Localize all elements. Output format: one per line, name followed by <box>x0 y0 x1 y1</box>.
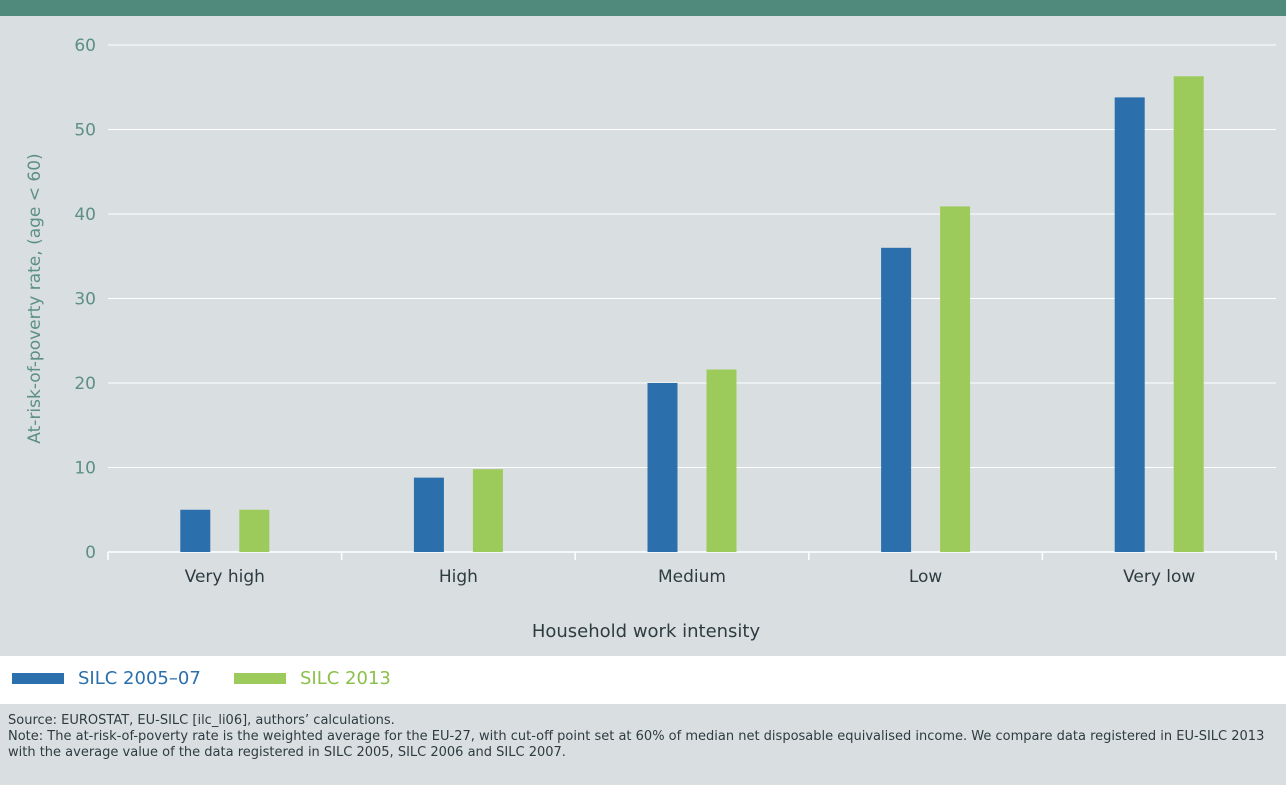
bar-chart: 0 10 20 30 40 50 60 Very high High Medium Low Very … <box>25 36 1277 642</box>
bar-very-high-series-2 <box>239 509 270 552</box>
x-tick-label-very-high: Very high <box>185 567 265 587</box>
source-notes: Source: EUROSTAT, EU-SILC [ilc_li06], au… <box>8 713 1276 761</box>
y-axis-title: At-risk-of-poverty rate, (age < 60) <box>25 153 45 443</box>
bar-very-low-series-1 <box>1114 97 1145 552</box>
bar-medium-series-2 <box>706 369 737 552</box>
x-tick-label-very-low: Very low <box>1123 567 1195 587</box>
source-notes-panel: Source: EUROSTAT, EU-SILC [ilc_li06], au… <box>0 704 1286 785</box>
x-tick-label-medium: Medium <box>658 567 726 587</box>
source-line: Source: EUROSTAT, EU-SILC [ilc_li06], au… <box>8 713 395 728</box>
y-tick-label-30: 30 <box>74 290 96 310</box>
bar-low-series-1 <box>881 247 912 553</box>
header-accent-bar <box>0 0 1286 16</box>
legend-swatch-silc-2005-07 <box>12 673 64 684</box>
y-tick-label-10: 10 <box>74 459 96 479</box>
x-axis-title: Household work intensity <box>532 621 761 642</box>
legend-swatch-silc-2013 <box>234 673 286 684</box>
note-line: Note: The at-risk-of-poverty rate is the… <box>8 729 1265 760</box>
bar-very-high-series-1 <box>180 509 211 552</box>
x-tick-label-low: Low <box>909 567 943 587</box>
legend-label-silc-2005-07: SILC 2005–07 <box>78 668 201 689</box>
y-tick-label-0: 0 <box>85 543 96 563</box>
bar-medium-series-1 <box>647 383 678 552</box>
legend-item-silc-2005-07: SILC 2005–07 <box>12 668 201 689</box>
bar-low-series-2 <box>940 206 971 552</box>
bar-very-low-series-2 <box>1173 76 1204 552</box>
chart-legend: SILC 2005–07 SILC 2013 <box>0 668 1286 694</box>
y-tick-label-50: 50 <box>74 121 96 141</box>
legend-label-silc-2013: SILC 2013 <box>300 668 391 689</box>
chart-panel: 0 10 20 30 40 50 60 Very high High Medium Low Very … <box>0 16 1286 656</box>
legend-item-silc-2013: SILC 2013 <box>234 668 391 689</box>
bar-high-series-2 <box>472 469 503 552</box>
y-tick-label-40: 40 <box>74 205 96 225</box>
bar-high-series-1 <box>413 477 444 552</box>
x-tick-label-high: High <box>439 567 478 587</box>
y-tick-label-60: 60 <box>74 36 96 56</box>
y-tick-label-20: 20 <box>74 374 96 394</box>
